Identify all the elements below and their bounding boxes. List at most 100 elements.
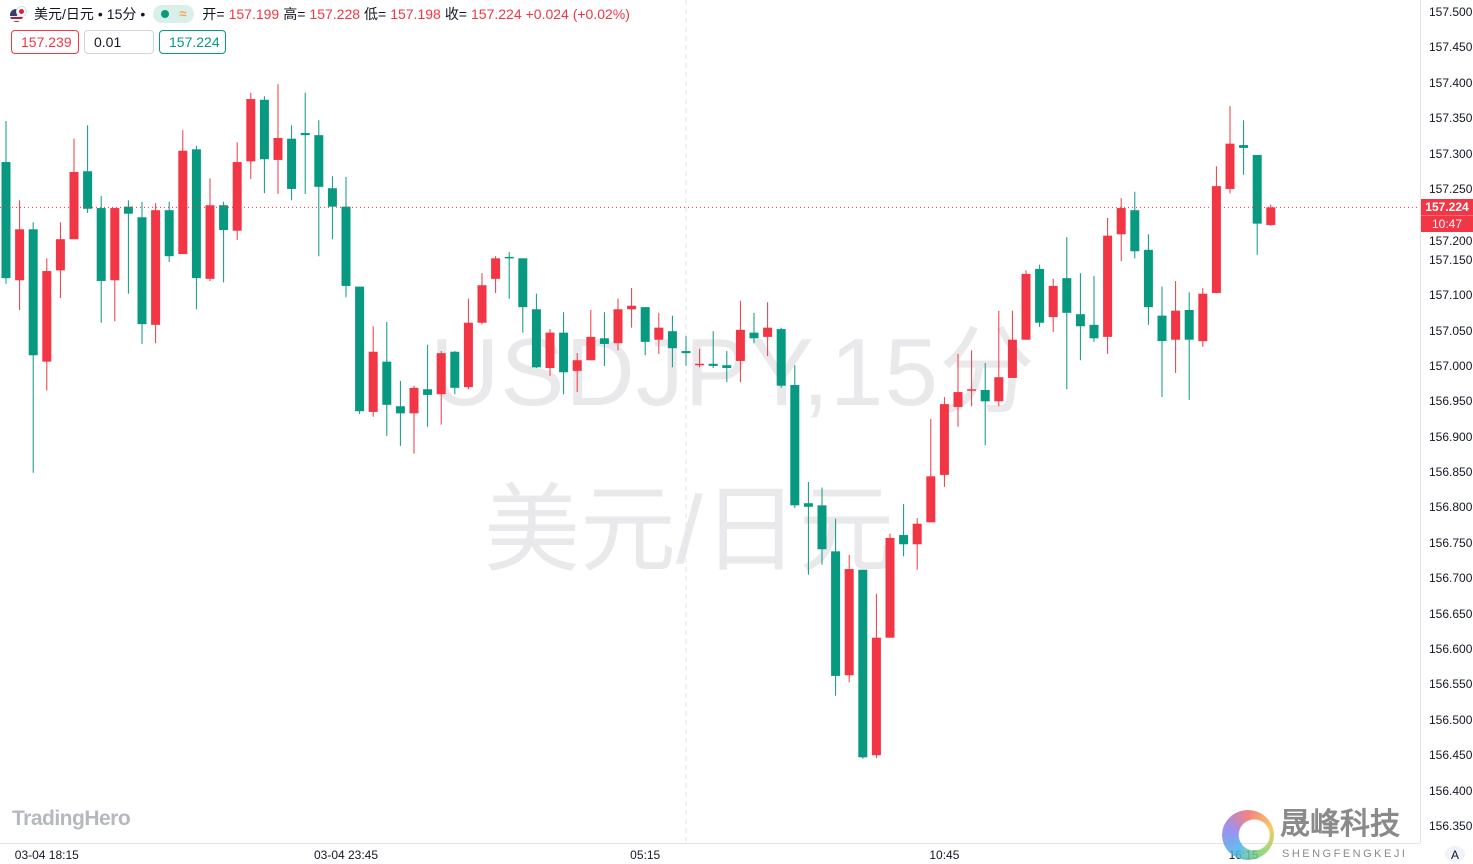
symbol-name[interactable]: 美元/日元 <box>34 6 94 22</box>
candle-body <box>899 535 909 545</box>
price-tick-label: 157.100 <box>1429 288 1473 303</box>
price-tick-label: 157.500 <box>1429 5 1473 19</box>
candle-body <box>55 239 65 271</box>
candle-body <box>1157 315 1167 342</box>
bar-countdown: 10:47 <box>1421 215 1473 232</box>
candle-body <box>246 99 256 162</box>
candle-body <box>586 336 596 361</box>
candle-body <box>735 329 745 361</box>
shengfeng-logo: 晟峰科技 SHENGFENGKEJI <box>1222 808 1418 862</box>
candle-body <box>83 171 93 209</box>
candle-body <box>477 285 487 323</box>
market-open-dot-icon <box>161 10 170 18</box>
close-value: 157.224 <box>471 6 522 22</box>
price-tick-label: 157.250 <box>1429 181 1473 196</box>
candle-body <box>355 286 365 412</box>
shengfeng-logo-icon <box>1222 810 1274 860</box>
interval[interactable]: 15分 <box>106 6 137 22</box>
candle-body <box>667 331 677 349</box>
low-label: 低= <box>364 6 387 22</box>
candle-body <box>817 505 827 550</box>
candle-body <box>1 162 11 279</box>
price-tick-label: 157.400 <box>1429 75 1473 90</box>
price-tick-label: 156.350 <box>1429 818 1473 833</box>
candle-body <box>436 353 446 395</box>
approx-icon: ≈ <box>179 6 187 21</box>
candle-body <box>1116 208 1126 235</box>
shengfeng-logo-cn: 晟峰科技 <box>1280 808 1400 841</box>
auto-scale-button[interactable]: A <box>1445 846 1465 862</box>
candle-body <box>232 162 242 231</box>
close-label: 收= <box>444 6 467 22</box>
market-status-pill[interactable]: ≈ <box>153 5 195 23</box>
candle-body <box>1252 154 1262 224</box>
high-value: 157.228 <box>309 6 361 22</box>
candle-body <box>191 149 201 279</box>
candle-body <box>1198 293 1208 342</box>
candle-body <box>123 206 133 214</box>
usd-jpy-flag-icon <box>10 6 27 22</box>
candle-body <box>790 385 800 506</box>
candle-body <box>423 389 433 395</box>
candle-body <box>871 637 881 756</box>
candle-body <box>518 258 528 308</box>
candle-body <box>341 206 351 286</box>
candle-body <box>42 271 52 362</box>
price-tick-label: 156.500 <box>1429 712 1473 727</box>
separator: • <box>97 6 103 22</box>
time-axis[interactable] <box>0 843 1420 862</box>
symbol-legend: 美元/日元 • 15分 • ≈ 开= 157.199 高= 157.228 低= 15… <box>10 4 630 24</box>
candle-body <box>69 171 79 240</box>
buy-button[interactable]: 157.224 <box>159 30 226 54</box>
candle-body <box>654 327 664 340</box>
candle-body <box>572 360 582 371</box>
candle-body <box>613 309 623 344</box>
price-axis[interactable] <box>1420 0 1473 843</box>
candle-body <box>491 258 501 279</box>
sell-button[interactable]: 157.239 <box>11 30 79 54</box>
candle-body <box>1130 210 1140 252</box>
price-tick-label: 156.650 <box>1429 606 1473 621</box>
candle-body <box>627 305 637 310</box>
price-tick-label: 157.200 <box>1429 234 1473 249</box>
candle-body <box>640 307 650 342</box>
candle-body <box>219 205 229 231</box>
candle-body <box>1266 207 1276 226</box>
candle-body <box>1184 309 1194 340</box>
candle-body <box>1225 143 1235 189</box>
high-label: 高= <box>283 6 306 22</box>
time-tick-label: 05:15 <box>630 848 661 862</box>
candle-body <box>695 363 705 366</box>
price-tick-label: 156.600 <box>1429 642 1473 657</box>
candle-body <box>28 229 38 356</box>
price-tick-label: 157.300 <box>1429 146 1473 161</box>
candle-body <box>803 503 813 507</box>
candle-body <box>912 523 922 545</box>
price-tick-label: 156.750 <box>1429 535 1473 550</box>
candle-body <box>967 389 977 391</box>
price-tick-label: 156.700 <box>1429 571 1473 586</box>
trade-panel: 157.239 0.01 157.224 <box>11 30 226 54</box>
candle-body <box>368 351 378 412</box>
quantity-input[interactable]: 0.01 <box>84 30 154 54</box>
time-tick-label: 03-04 23:45 <box>313 848 379 862</box>
candle-body <box>15 229 25 281</box>
tradinghero-logo: TradingHero <box>12 807 131 830</box>
price-tick-label: 156.900 <box>1429 429 1473 444</box>
price-tick-label: 156.850 <box>1429 465 1473 480</box>
candle-body <box>1143 249 1153 308</box>
candle-body <box>831 551 841 676</box>
candle-body <box>259 99 269 160</box>
price-tick-label: 157.050 <box>1429 323 1473 338</box>
current-price-label: 157.224 10:47 <box>1421 199 1473 233</box>
candle-body <box>1048 285 1058 318</box>
price-tick-label: 156.950 <box>1429 394 1473 409</box>
open-value: 157.199 <box>228 6 280 22</box>
candle-body <box>1007 339 1017 378</box>
watermark-symbol: USDJPY,15分 <box>430 319 1036 426</box>
candle-body <box>164 210 174 257</box>
candle-body <box>463 322 473 388</box>
candle-body <box>749 332 759 339</box>
candle-body <box>300 133 310 136</box>
